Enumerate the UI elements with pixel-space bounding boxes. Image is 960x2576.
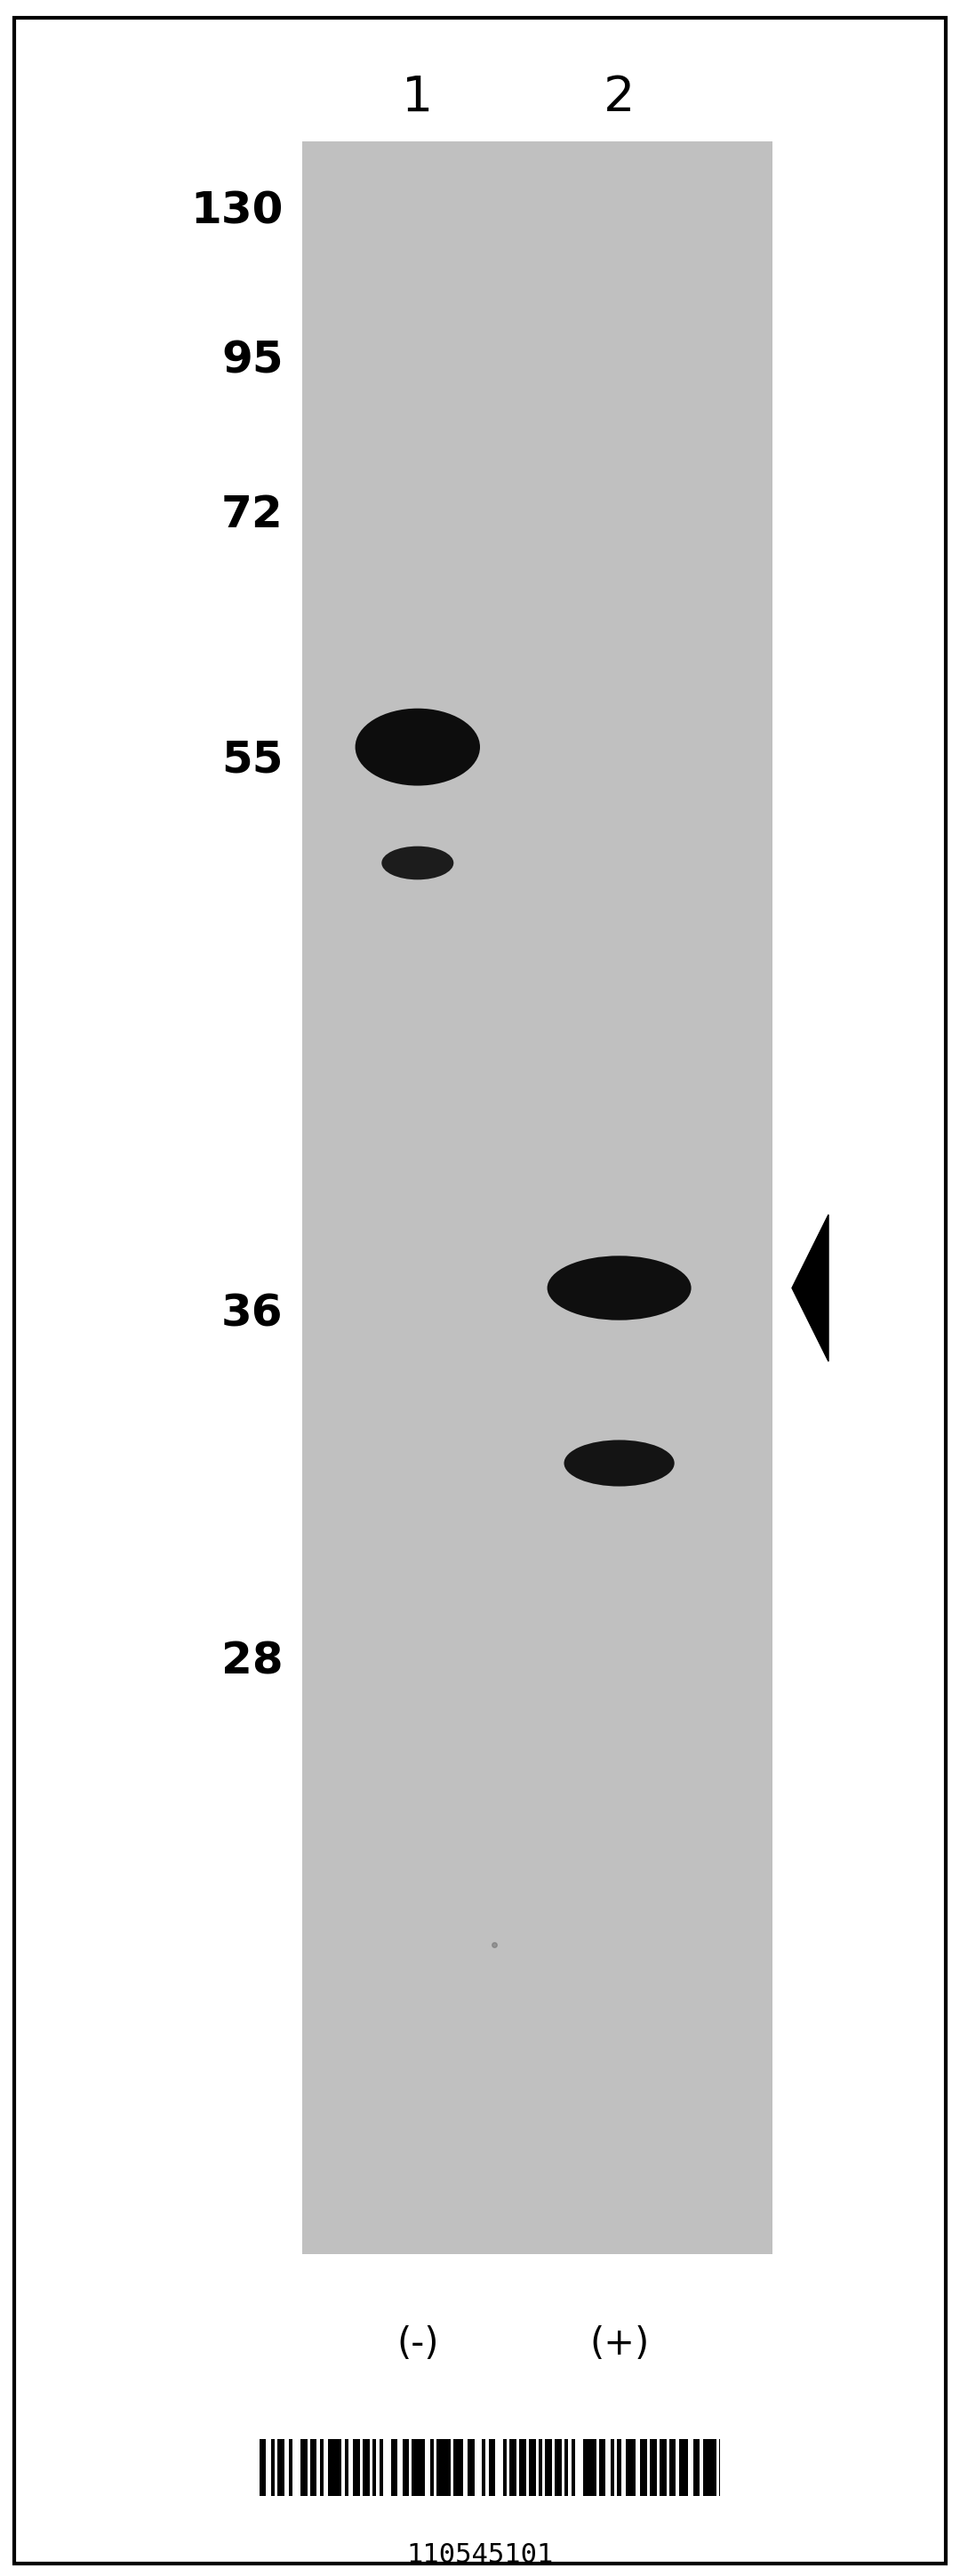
Bar [617,2439,621,2496]
Bar [412,2439,425,2496]
Text: 95: 95 [222,340,283,381]
Bar [353,2439,360,2496]
Bar [510,2439,516,2496]
Bar [529,2439,536,2496]
Text: 55: 55 [222,739,283,781]
Bar [650,2439,657,2496]
Bar [453,2439,463,2496]
Bar [539,2439,542,2496]
Bar [402,2439,409,2496]
Text: 2: 2 [604,75,635,121]
Bar [320,2439,324,2496]
Text: 130: 130 [190,191,283,232]
Ellipse shape [564,1440,675,1486]
Bar [259,2439,266,2496]
Bar [564,2439,568,2496]
Text: 72: 72 [221,495,283,536]
Bar [468,2439,474,2496]
Bar [289,2439,293,2496]
Bar [611,2439,614,2496]
Bar [660,2439,666,2496]
Text: 1: 1 [402,75,433,121]
Bar [640,2439,647,2496]
Text: 36: 36 [222,1293,283,1334]
Ellipse shape [355,708,480,786]
Bar [503,2439,507,2496]
Bar [489,2439,495,2496]
Ellipse shape [382,845,454,881]
Text: 110545101: 110545101 [406,2543,554,2568]
Bar [302,142,773,2254]
Bar [703,2439,716,2496]
Polygon shape [792,1216,828,1360]
Bar [599,2439,606,2496]
Bar [555,2439,562,2496]
Bar [679,2439,688,2496]
Bar [430,2439,434,2496]
Bar [379,2439,383,2496]
Text: (-): (-) [396,2326,439,2362]
Bar [363,2439,370,2496]
Text: 28: 28 [222,1641,283,1682]
Bar [482,2439,486,2496]
Bar [310,2439,317,2496]
Bar [437,2439,450,2496]
Bar [669,2439,676,2496]
Bar [271,2439,275,2496]
Bar [626,2439,636,2496]
Bar [583,2439,596,2496]
Bar [372,2439,376,2496]
Bar [300,2439,307,2496]
Bar [519,2439,526,2496]
Bar [391,2439,397,2496]
Ellipse shape [547,1257,691,1321]
Bar [277,2439,284,2496]
Bar [328,2439,342,2496]
Bar [571,2439,575,2496]
Text: (+): (+) [589,2326,649,2362]
Bar [545,2439,552,2496]
Bar [345,2439,348,2496]
Bar [693,2439,700,2496]
